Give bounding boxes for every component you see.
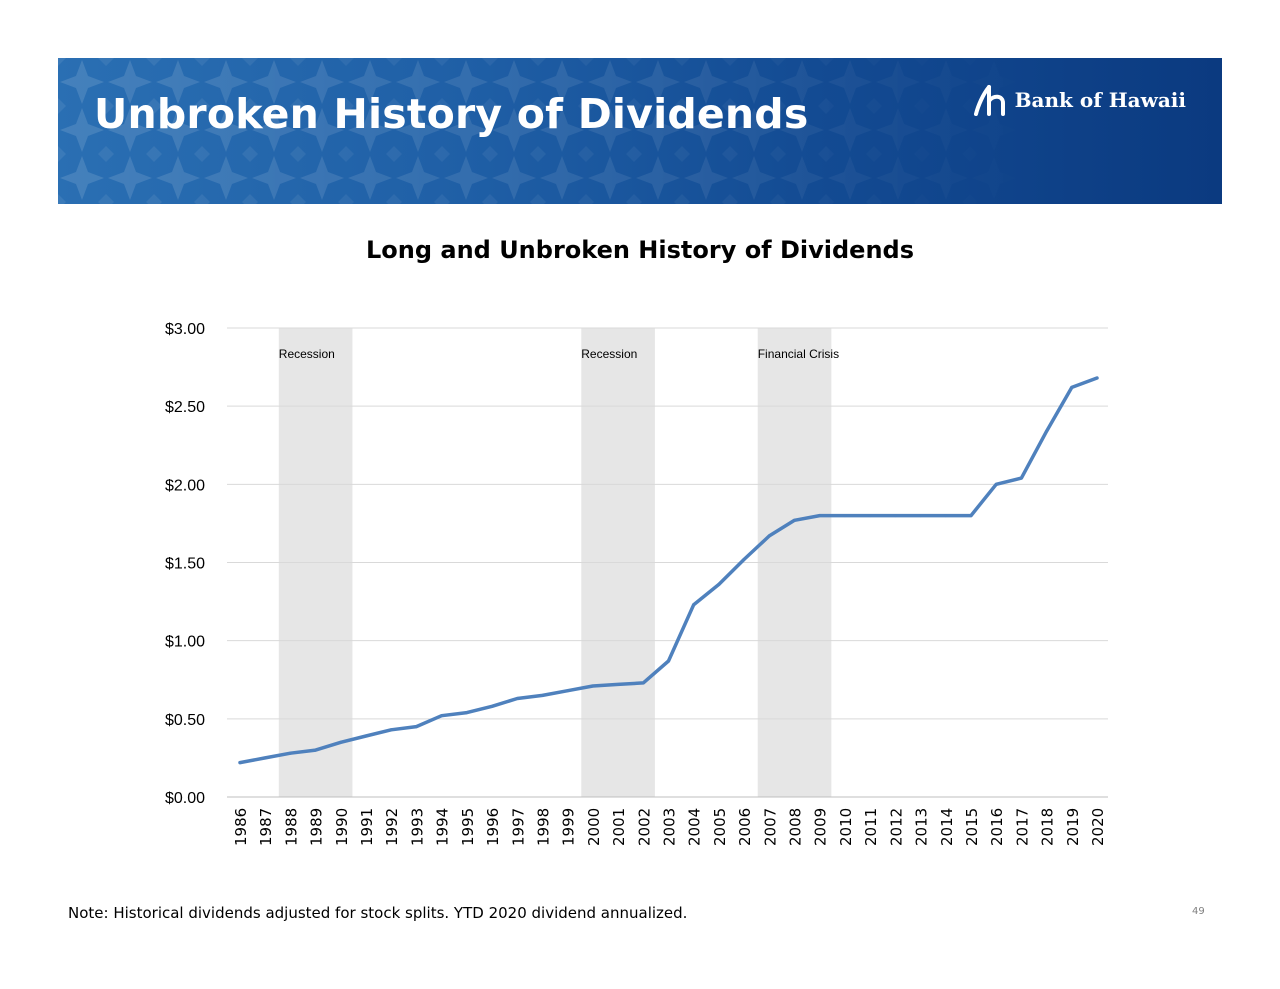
data-point (641, 681, 645, 685)
data-point (843, 514, 847, 518)
x-tick-label: 2001 (610, 808, 628, 846)
y-tick-label: $1.00 (165, 634, 205, 651)
data-point (389, 728, 393, 732)
series-line (238, 376, 1099, 765)
data-point (692, 603, 696, 607)
data-point (944, 514, 948, 518)
data-point (1045, 429, 1049, 433)
y-tick-label: $3.00 (165, 321, 205, 338)
data-point (742, 557, 746, 561)
x-tick-label: 2018 (1039, 808, 1057, 846)
data-point (238, 761, 242, 765)
x-tick-label: 2005 (711, 808, 729, 846)
band-label-2: Financial Crisis (758, 347, 839, 361)
x-tick-label: 1991 (358, 808, 376, 846)
x-tick-label: 2016 (988, 808, 1006, 846)
x-tick-label: 1996 (484, 808, 502, 846)
x-tick-label: 2010 (837, 808, 855, 846)
data-point (440, 714, 444, 718)
x-tick-label: 2007 (761, 808, 779, 846)
data-point (314, 748, 318, 752)
x-tick-label: 2004 (686, 808, 704, 846)
data-point (667, 659, 670, 663)
x-tick-label: 2019 (1064, 808, 1082, 846)
gridlines (227, 327, 1108, 798)
x-tick-label: 1988 (282, 808, 300, 846)
x-axis-tick-labels: 1986 1987 1988 1989 1990 1991 1992 1993 1994 1995… (232, 808, 1107, 846)
x-tick-label: 2003 (661, 808, 679, 846)
page-number: 49 (1192, 906, 1205, 917)
y-tick-label: $0.00 (165, 790, 205, 807)
data-point (591, 684, 595, 688)
logo-text: Bank of Hawaii (1014, 88, 1186, 112)
data-point (566, 689, 570, 693)
data-point (767, 534, 771, 538)
dividend-series (238, 376, 1099, 765)
x-tick-label: 2020 (1089, 808, 1107, 846)
x-tick-label: 1993 (408, 808, 426, 846)
y-tick-label: $2.50 (165, 399, 205, 416)
data-point (717, 582, 721, 586)
footnote: Note: Historical dividends adjusted for … (68, 904, 688, 922)
bank-logo: Bank of Hawaii (973, 84, 1186, 116)
data-point (339, 740, 343, 744)
x-tick-label: 2009 (812, 808, 830, 846)
data-point (515, 697, 519, 701)
x-tick-label: 1997 (509, 808, 527, 846)
chart-title: Long and Unbroken History of Dividends (365, 236, 915, 264)
bank-of-hawaii-logo-icon (973, 85, 1005, 116)
page-title: Unbroken History of Dividends (94, 90, 809, 138)
x-tick-label: 1994 (434, 808, 452, 846)
y-axis-tick-labels: $0.00 $0.50 $1.00 $1.50 $2.00 $2.50 $3.00 (165, 321, 205, 807)
x-tick-label: 2000 (585, 808, 603, 846)
data-point (263, 756, 267, 760)
data-point (818, 514, 822, 518)
data-point (994, 482, 998, 486)
x-tick-label: 1987 (257, 808, 275, 846)
x-tick-label: 1999 (560, 808, 578, 846)
x-tick-label: 1995 (459, 808, 477, 846)
data-point (288, 751, 292, 755)
x-tick-label: 2006 (736, 808, 754, 846)
x-tick-label: 2012 (887, 808, 905, 846)
quilt-pattern-background (58, 58, 1222, 204)
data-point (1070, 385, 1074, 389)
data-point (868, 514, 872, 518)
x-tick-label: 2013 (913, 808, 931, 846)
data-point (969, 514, 973, 518)
x-tick-label: 2002 (635, 808, 653, 846)
data-point (616, 682, 620, 686)
data-point (465, 711, 469, 715)
data-point (414, 725, 418, 729)
x-tick-label: 1989 (308, 808, 326, 846)
data-point (490, 704, 494, 708)
y-tick-label: $2.00 (165, 477, 205, 494)
data-point (893, 514, 897, 518)
data-point (540, 693, 544, 697)
data-point (1019, 476, 1023, 480)
header-banner: Unbroken History of Dividends Bank of Ha… (58, 58, 1222, 204)
x-tick-label: 1998 (534, 808, 552, 846)
y-tick-label: $1.50 (165, 556, 205, 573)
x-tick-label: 1986 (232, 808, 250, 846)
data-point (919, 514, 923, 518)
data-point (364, 734, 368, 738)
y-tick-label: $0.50 (165, 712, 205, 729)
x-tick-label: 2011 (862, 808, 880, 846)
x-tick-label: 2014 (938, 808, 956, 846)
x-tick-label: 2008 (787, 808, 805, 846)
data-point (793, 518, 797, 522)
x-tick-label: 2017 (1013, 808, 1031, 846)
x-tick-label: 1990 (333, 808, 351, 846)
band-label-1: Recession (581, 347, 637, 361)
x-tick-label: 2015 (963, 808, 981, 846)
band-label-0: Recession (279, 347, 335, 361)
data-point (1095, 376, 1099, 380)
x-tick-label: 1992 (383, 808, 401, 846)
